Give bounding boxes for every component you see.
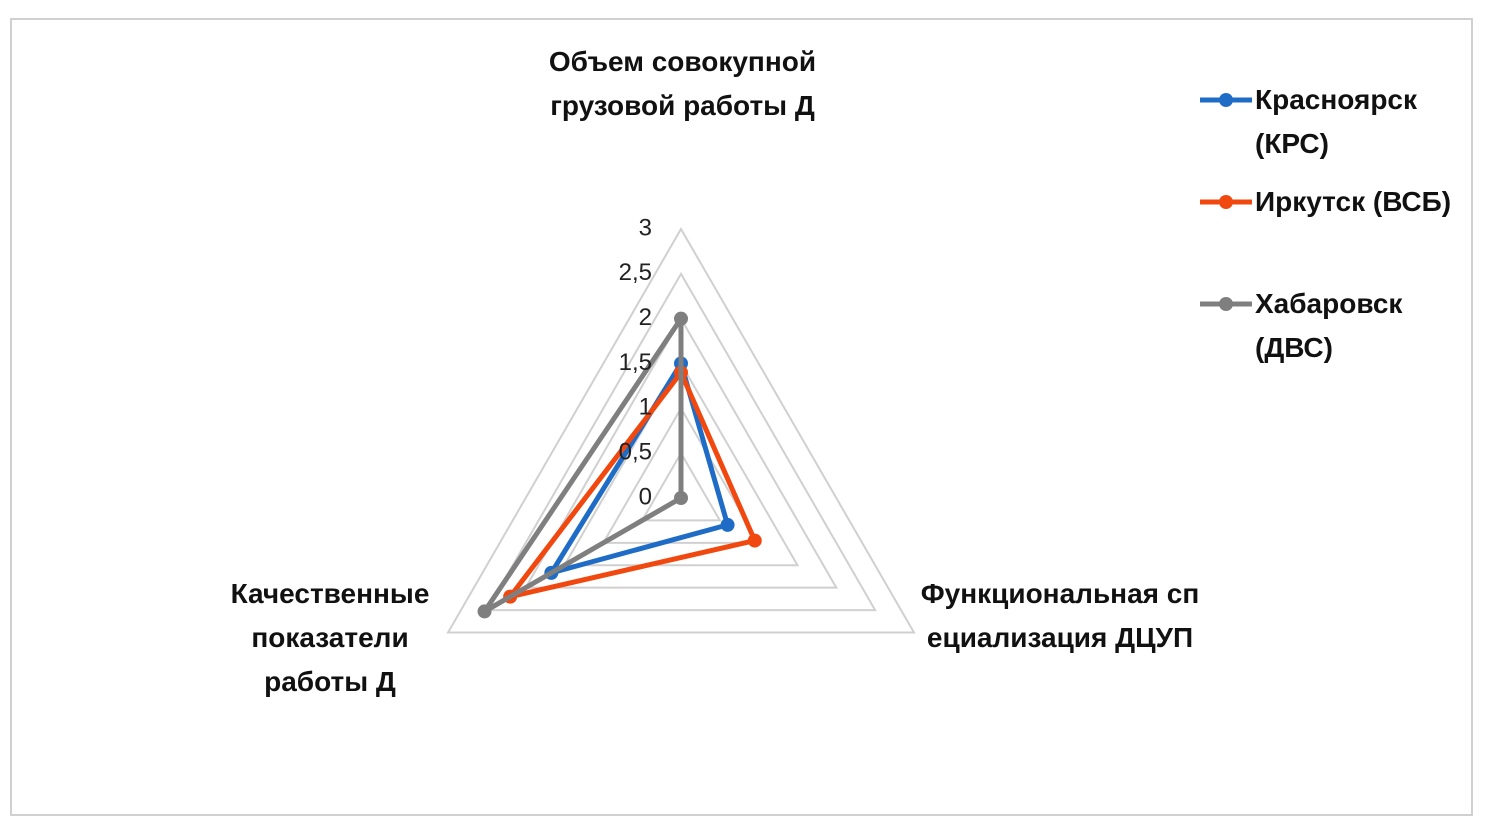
axis-label: Функциональная специализация ДЦУП	[920, 578, 1200, 653]
legend-marker	[1219, 93, 1233, 107]
y-tick-label: 2,5	[619, 259, 652, 286]
grid-line	[640, 451, 722, 522]
data-point	[747, 533, 762, 548]
series-line	[482, 316, 684, 614]
grid-line	[485, 271, 877, 612]
axis-label: Качественные показатели работы Д	[230, 578, 430, 697]
data-point	[674, 311, 688, 326]
y-tick-label: 1,5	[619, 349, 652, 376]
legend-marker	[1219, 195, 1233, 209]
data-point	[674, 491, 688, 505]
y-tick-label: 0	[639, 483, 652, 510]
legend-label: Хабаровск (ДВС)	[1255, 288, 1403, 363]
y-tick-label: 1	[639, 394, 652, 421]
grid-line	[523, 316, 839, 589]
legend-label: Иркутск (ВСБ)	[1255, 186, 1452, 217]
data-point	[477, 604, 492, 619]
y-tick-label: 3	[639, 214, 652, 241]
legend-label: Красноярск (КРС)	[1255, 84, 1418, 159]
grid-line	[601, 406, 761, 544]
legend-marker	[1219, 297, 1233, 311]
y-tick-label: 0,5	[619, 439, 652, 466]
series-line	[548, 361, 731, 576]
axis-label: Объем совокупной грузовой работы Д	[548, 46, 817, 121]
grid-line	[446, 226, 916, 634]
chart-frame	[10, 18, 1473, 816]
y-tick-label: 2	[639, 304, 652, 331]
data-point	[720, 517, 735, 532]
grid-line	[562, 361, 800, 567]
series-line	[507, 369, 758, 600]
